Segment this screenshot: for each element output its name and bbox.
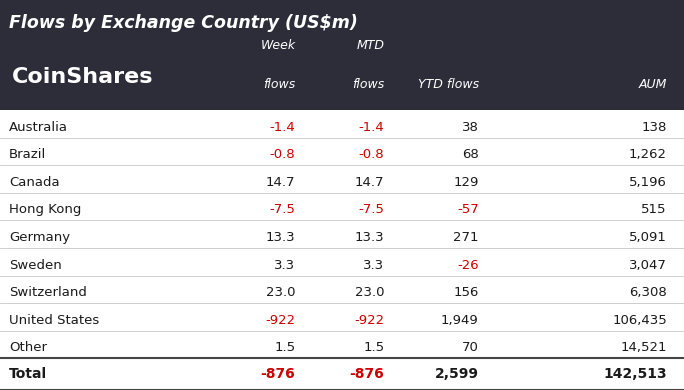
Text: 3.3: 3.3 xyxy=(363,259,384,271)
Text: 515: 515 xyxy=(642,203,667,216)
Text: Germany: Germany xyxy=(9,231,70,244)
Text: 14,521: 14,521 xyxy=(620,341,667,354)
Text: 1.5: 1.5 xyxy=(274,341,295,354)
Text: -7.5: -7.5 xyxy=(358,203,384,216)
Text: -922: -922 xyxy=(265,314,295,327)
Text: Sweden: Sweden xyxy=(9,259,62,271)
Text: -876: -876 xyxy=(261,367,295,381)
Text: Week: Week xyxy=(261,39,295,52)
Text: 6,308: 6,308 xyxy=(629,286,667,299)
Text: 1.5: 1.5 xyxy=(363,341,384,354)
Text: 23.0: 23.0 xyxy=(266,286,295,299)
Text: 1,949: 1,949 xyxy=(441,314,479,327)
Text: -922: -922 xyxy=(354,314,384,327)
Text: MTD: MTD xyxy=(356,39,384,52)
Text: Switzerland: Switzerland xyxy=(9,286,87,299)
Text: 23.0: 23.0 xyxy=(355,286,384,299)
Text: Australia: Australia xyxy=(9,121,68,134)
Text: -0.8: -0.8 xyxy=(270,148,295,161)
Text: -26: -26 xyxy=(457,259,479,271)
Text: 138: 138 xyxy=(642,121,667,134)
Text: Brazil: Brazil xyxy=(9,148,46,161)
Text: -57: -57 xyxy=(457,203,479,216)
Text: -0.8: -0.8 xyxy=(359,148,384,161)
Text: 13.3: 13.3 xyxy=(355,231,384,244)
Text: 106,435: 106,435 xyxy=(612,314,667,327)
Text: 3,047: 3,047 xyxy=(629,259,667,271)
Text: flows: flows xyxy=(263,78,295,91)
Text: 142,513: 142,513 xyxy=(603,367,667,381)
Text: Flows by Exchange Country (US$m): Flows by Exchange Country (US$m) xyxy=(9,14,358,32)
Text: Other: Other xyxy=(9,341,47,354)
Text: 5,091: 5,091 xyxy=(629,231,667,244)
Text: 271: 271 xyxy=(453,231,479,244)
Text: 1,262: 1,262 xyxy=(629,148,667,161)
Text: -7.5: -7.5 xyxy=(269,203,295,216)
Text: 5,196: 5,196 xyxy=(629,176,667,189)
Text: -1.4: -1.4 xyxy=(269,121,295,134)
Text: CoinShares: CoinShares xyxy=(12,67,154,87)
Text: 156: 156 xyxy=(453,286,479,299)
Bar xyxy=(0,0,684,110)
Text: Total: Total xyxy=(9,367,47,381)
Text: 14.7: 14.7 xyxy=(355,176,384,189)
Text: Hong Kong: Hong Kong xyxy=(9,203,81,216)
Text: Canada: Canada xyxy=(9,176,60,189)
Text: 68: 68 xyxy=(462,148,479,161)
Text: flows: flows xyxy=(352,78,384,91)
Text: 38: 38 xyxy=(462,121,479,134)
Text: 3.3: 3.3 xyxy=(274,259,295,271)
Text: 13.3: 13.3 xyxy=(266,231,295,244)
Text: 14.7: 14.7 xyxy=(266,176,295,189)
Text: United States: United States xyxy=(9,314,99,327)
Text: -876: -876 xyxy=(350,367,384,381)
Text: YTD flows: YTD flows xyxy=(418,78,479,91)
Text: AUM: AUM xyxy=(639,78,667,91)
Text: -1.4: -1.4 xyxy=(358,121,384,134)
Text: 129: 129 xyxy=(453,176,479,189)
Text: 2,599: 2,599 xyxy=(435,367,479,381)
Text: 70: 70 xyxy=(462,341,479,354)
